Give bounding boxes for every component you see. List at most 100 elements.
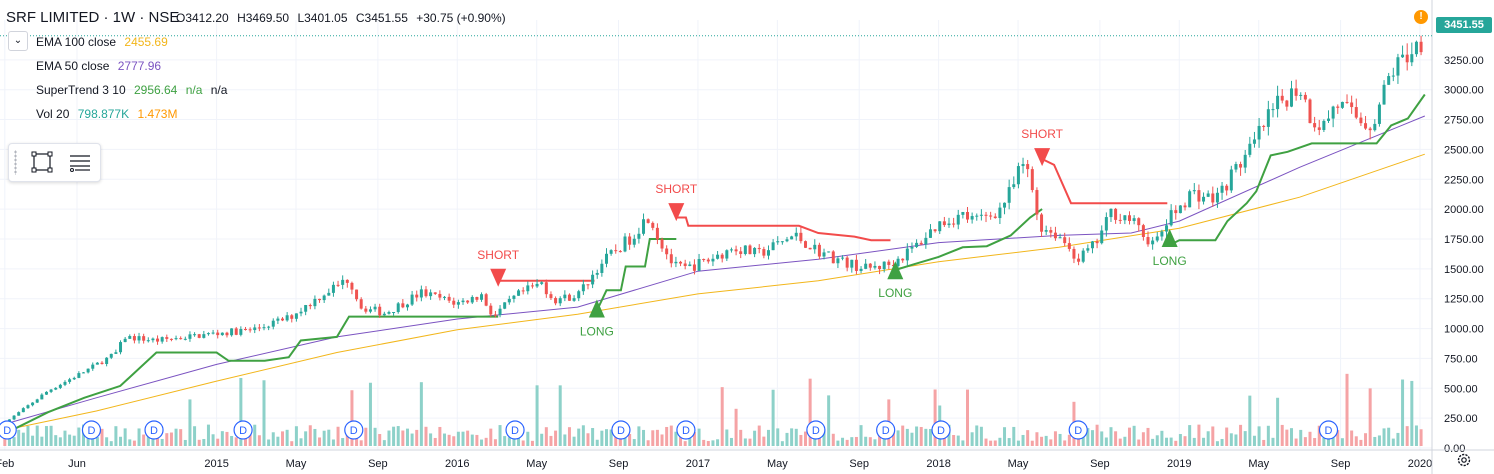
candle-body [1368, 128, 1372, 131]
candle-body [1202, 196, 1206, 202]
volume-bar [132, 440, 136, 446]
candle-body [160, 337, 164, 342]
volume-bar [716, 439, 720, 446]
candle-body [1072, 248, 1076, 259]
volume-bar [591, 428, 595, 446]
volume-bar [1049, 439, 1053, 446]
price-tick-label: 2000.00 [1444, 204, 1484, 216]
candle-body [225, 332, 229, 336]
volume-bar [554, 430, 558, 446]
indicator-ema50[interactable]: EMA 50 close 2777.96 [36, 59, 166, 73]
candle-body [1262, 125, 1266, 127]
rectangle-icon[interactable] [29, 149, 55, 175]
volume-bar [1225, 427, 1229, 446]
time-tick-label: 2017 [686, 458, 710, 470]
indicator-label: SuperTrend 3 10 [36, 83, 126, 97]
candle-body [1359, 117, 1363, 124]
volume-bar [193, 426, 197, 446]
candle-body [924, 237, 928, 245]
candle-body [1077, 258, 1081, 262]
volume-bar [901, 425, 905, 446]
candle-body [554, 298, 558, 304]
candle-body [882, 261, 886, 270]
ema50-path [4, 115, 1425, 425]
candle-body [1040, 214, 1044, 232]
volume-bar [924, 428, 928, 446]
volume-bar [1243, 431, 1247, 446]
volume-bar [1419, 429, 1423, 446]
candle-body [836, 258, 840, 264]
volume-bar [604, 429, 608, 446]
volume-bar [234, 437, 238, 446]
candle-body [928, 229, 932, 238]
dividend-marker-label: D [1074, 425, 1082, 437]
candle-body [1373, 123, 1377, 131]
candle-body [1003, 202, 1007, 208]
candle-body [336, 284, 340, 286]
volume-bar [966, 389, 970, 446]
candle-body [1229, 169, 1233, 191]
candle-body [688, 264, 692, 267]
volume-bar [623, 433, 627, 446]
candle-body [382, 313, 386, 316]
long-signal-label: LONG [1153, 254, 1187, 268]
volume-bar [308, 425, 312, 446]
volume-bar [1382, 428, 1386, 446]
gear-icon[interactable] [1455, 451, 1473, 469]
candle-body [72, 377, 76, 380]
candle-body [392, 312, 396, 314]
indicator-ema100[interactable]: EMA 100 close 2455.69 [36, 35, 173, 49]
volume-bar [456, 431, 460, 446]
indicator-value: 2455.69 [124, 35, 168, 49]
volume-bar [577, 428, 581, 446]
candle-body [998, 207, 1002, 219]
chevron-down-icon[interactable]: ⌄ [8, 31, 28, 51]
candle-body [1266, 109, 1270, 127]
volume-bar [1377, 435, 1381, 446]
candle-body [517, 290, 521, 296]
candle-body [1007, 187, 1011, 203]
time-tick-label: May [286, 458, 307, 470]
volume-bar [378, 434, 382, 446]
volume-bar [1044, 435, 1048, 446]
indicator-volume[interactable]: Vol 20 798.877K 1.473M [36, 107, 182, 121]
volume-bar [674, 431, 678, 446]
long-signal-arrow [887, 261, 904, 280]
list-icon[interactable] [67, 149, 93, 175]
volume-bar [1248, 395, 1252, 446]
volume-bar [1262, 439, 1266, 446]
candle-body [1350, 102, 1354, 108]
volume-bar [318, 437, 322, 446]
candle-body [841, 257, 845, 259]
dividend-marker-label: D [617, 425, 625, 437]
candle-body [660, 239, 664, 249]
volume-bar [632, 439, 636, 446]
volume-bar [572, 436, 576, 446]
grip-icon[interactable] [14, 150, 17, 175]
candle-body [549, 294, 553, 299]
candle-body [748, 245, 752, 255]
candle-body [595, 272, 599, 275]
candle-body [174, 338, 178, 340]
candle-body [294, 313, 298, 319]
indicator-supertrend[interactable]: SuperTrend 3 10 2956.64 n/a n/a [36, 83, 232, 97]
candle-body [1364, 123, 1368, 129]
candle-body [1030, 169, 1034, 191]
candle-body [387, 312, 391, 314]
volume-bar [868, 437, 872, 446]
volume-bar [447, 434, 451, 446]
time-tick-label: Feb [0, 458, 14, 470]
candle-body [216, 332, 220, 336]
candle-body [220, 332, 224, 336]
candle-body [961, 211, 965, 215]
symbol-title[interactable]: SRF LIMITED · 1W · NSE [6, 9, 180, 26]
alert-icon[interactable]: ! [1414, 10, 1428, 24]
candle-body [655, 227, 659, 240]
volume-bar [1289, 428, 1293, 446]
volume-bar [151, 434, 155, 446]
volume-bar [489, 428, 493, 446]
candle-body [1294, 88, 1298, 96]
volume-bar [253, 424, 257, 446]
